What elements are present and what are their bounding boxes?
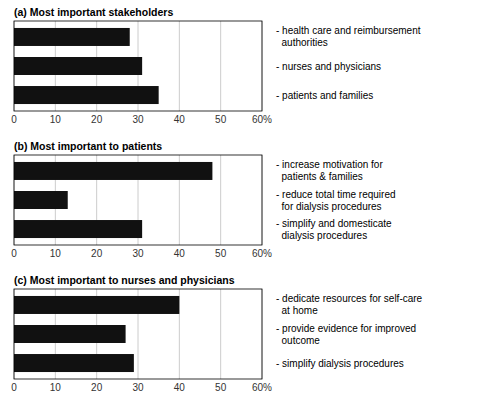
panel-title: (a) Most important stakeholders (14, 6, 173, 18)
label-line: - simplify dialysis procedures (276, 358, 404, 369)
category-label: - simplify dialysis procedures (276, 358, 404, 369)
category-label: - dedicate resources for self-care at ho… (276, 293, 423, 316)
grid-line (220, 289, 221, 379)
tick-label: 0 (11, 114, 17, 125)
tick-label: 30 (132, 114, 144, 125)
tick-label: 20 (91, 248, 103, 259)
category-label: - increase motivation for patients & fam… (276, 159, 383, 182)
label-line: authorities (276, 37, 328, 48)
tick-label: 50 (215, 114, 227, 125)
grid-line (179, 21, 180, 111)
label-line: - increase motivation for (276, 159, 383, 170)
tick-label: 30 (132, 382, 144, 393)
label-line: outcome (276, 335, 320, 346)
label-line: - dedicate resources for self-care (276, 293, 423, 304)
tick-label: 60% (252, 248, 272, 259)
tick-label: 10 (50, 248, 62, 259)
label-line: - simplify and domesticate (276, 218, 392, 229)
grid-line (220, 155, 221, 245)
bars (14, 296, 179, 372)
bar (14, 354, 134, 372)
bar (14, 86, 159, 104)
bar (14, 220, 142, 238)
tick-label: 20 (91, 114, 103, 125)
category-label: - health care and reimbursement authorit… (276, 25, 421, 48)
frame (14, 21, 262, 111)
figure: (a) Most important stakeholders 0 10 20 30 40… (0, 0, 480, 405)
label-line: - provide evidence for improved (276, 323, 416, 334)
label-line: patients & families (276, 171, 363, 182)
frame (14, 155, 262, 245)
category-label: - reduce total time required for dialysi… (276, 189, 396, 212)
tick-label: 50 (215, 382, 227, 393)
tick-label: 40 (174, 114, 186, 125)
tick-label: 10 (50, 114, 62, 125)
label-line: - nurses and physicians (276, 61, 381, 72)
label-line: - reduce total time required (276, 189, 396, 200)
tick-label: 20 (91, 382, 103, 393)
bars (14, 28, 159, 104)
bars (14, 162, 212, 238)
bar (14, 28, 130, 46)
category-label: - simplify and domesticate dialysis proc… (276, 218, 392, 241)
panel: (c) Most important to nurses and physici… (11, 274, 422, 393)
label-line: for dialysis procedures (276, 201, 382, 212)
tick-label: 60% (252, 114, 272, 125)
tick-label: 0 (11, 248, 17, 259)
tick-label: 40 (174, 248, 186, 259)
panel: (b) Most important to patients 0 10 20 30 40 5… (11, 140, 395, 259)
category-label: - nurses and physicians (276, 61, 381, 72)
panel-title: (c) Most important to nurses and physici… (14, 274, 235, 286)
label-line: at home (276, 305, 318, 316)
bar (14, 191, 68, 209)
tick-label: 10 (50, 382, 62, 393)
tick-label: 60% (252, 382, 272, 393)
label-line: dialysis procedures (276, 230, 367, 241)
panel-title: (b) Most important to patients (14, 140, 162, 152)
grid-line (220, 21, 221, 111)
label-line: - health care and reimbursement (276, 25, 421, 36)
tick-label: 50 (215, 248, 227, 259)
tick-label: 0 (11, 382, 17, 393)
frame (14, 289, 262, 379)
bar (14, 325, 126, 343)
category-label: - provide evidence for improved outcome (276, 323, 416, 346)
label-line: - patients and families (276, 90, 373, 101)
tick-label: 40 (174, 382, 186, 393)
category-label: - patients and families (276, 90, 373, 101)
bar (14, 57, 142, 75)
panel: (a) Most important stakeholders 0 10 20 30 40… (11, 6, 421, 125)
tick-label: 30 (132, 248, 144, 259)
bar (14, 296, 179, 314)
bar (14, 162, 212, 180)
